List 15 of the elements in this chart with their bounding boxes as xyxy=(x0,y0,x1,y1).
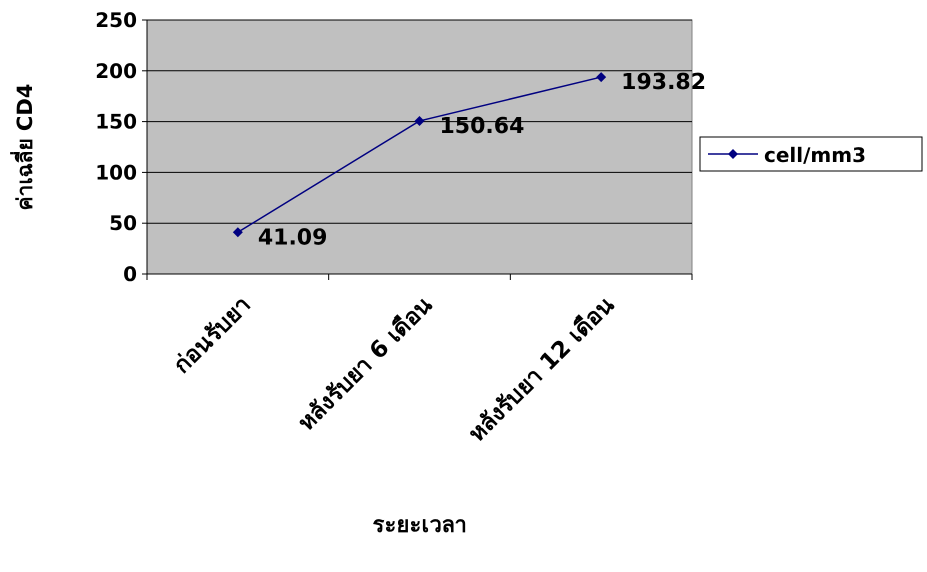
x-axis-title: ระยะเวลา xyxy=(372,513,466,538)
data-label: 193.82 xyxy=(621,70,706,96)
y-tick-label: 150 xyxy=(95,110,137,134)
data-label: 41.09 xyxy=(258,225,328,250)
y-tick-label: 100 xyxy=(95,160,137,184)
data-label: 150.64 xyxy=(440,114,524,139)
legend-label: cell/mm3 xyxy=(764,143,866,167)
point xyxy=(414,116,424,126)
y-tick-label: 0 xyxy=(123,262,137,286)
point xyxy=(232,227,243,238)
y-tick-label: 250 xyxy=(95,8,137,32)
y-axis-title: ค่าเฉลี่ย CD4 xyxy=(9,84,37,210)
point xyxy=(596,72,606,82)
y-tick-label: 200 xyxy=(95,58,137,83)
y-tick-label: 50 xyxy=(109,211,137,236)
